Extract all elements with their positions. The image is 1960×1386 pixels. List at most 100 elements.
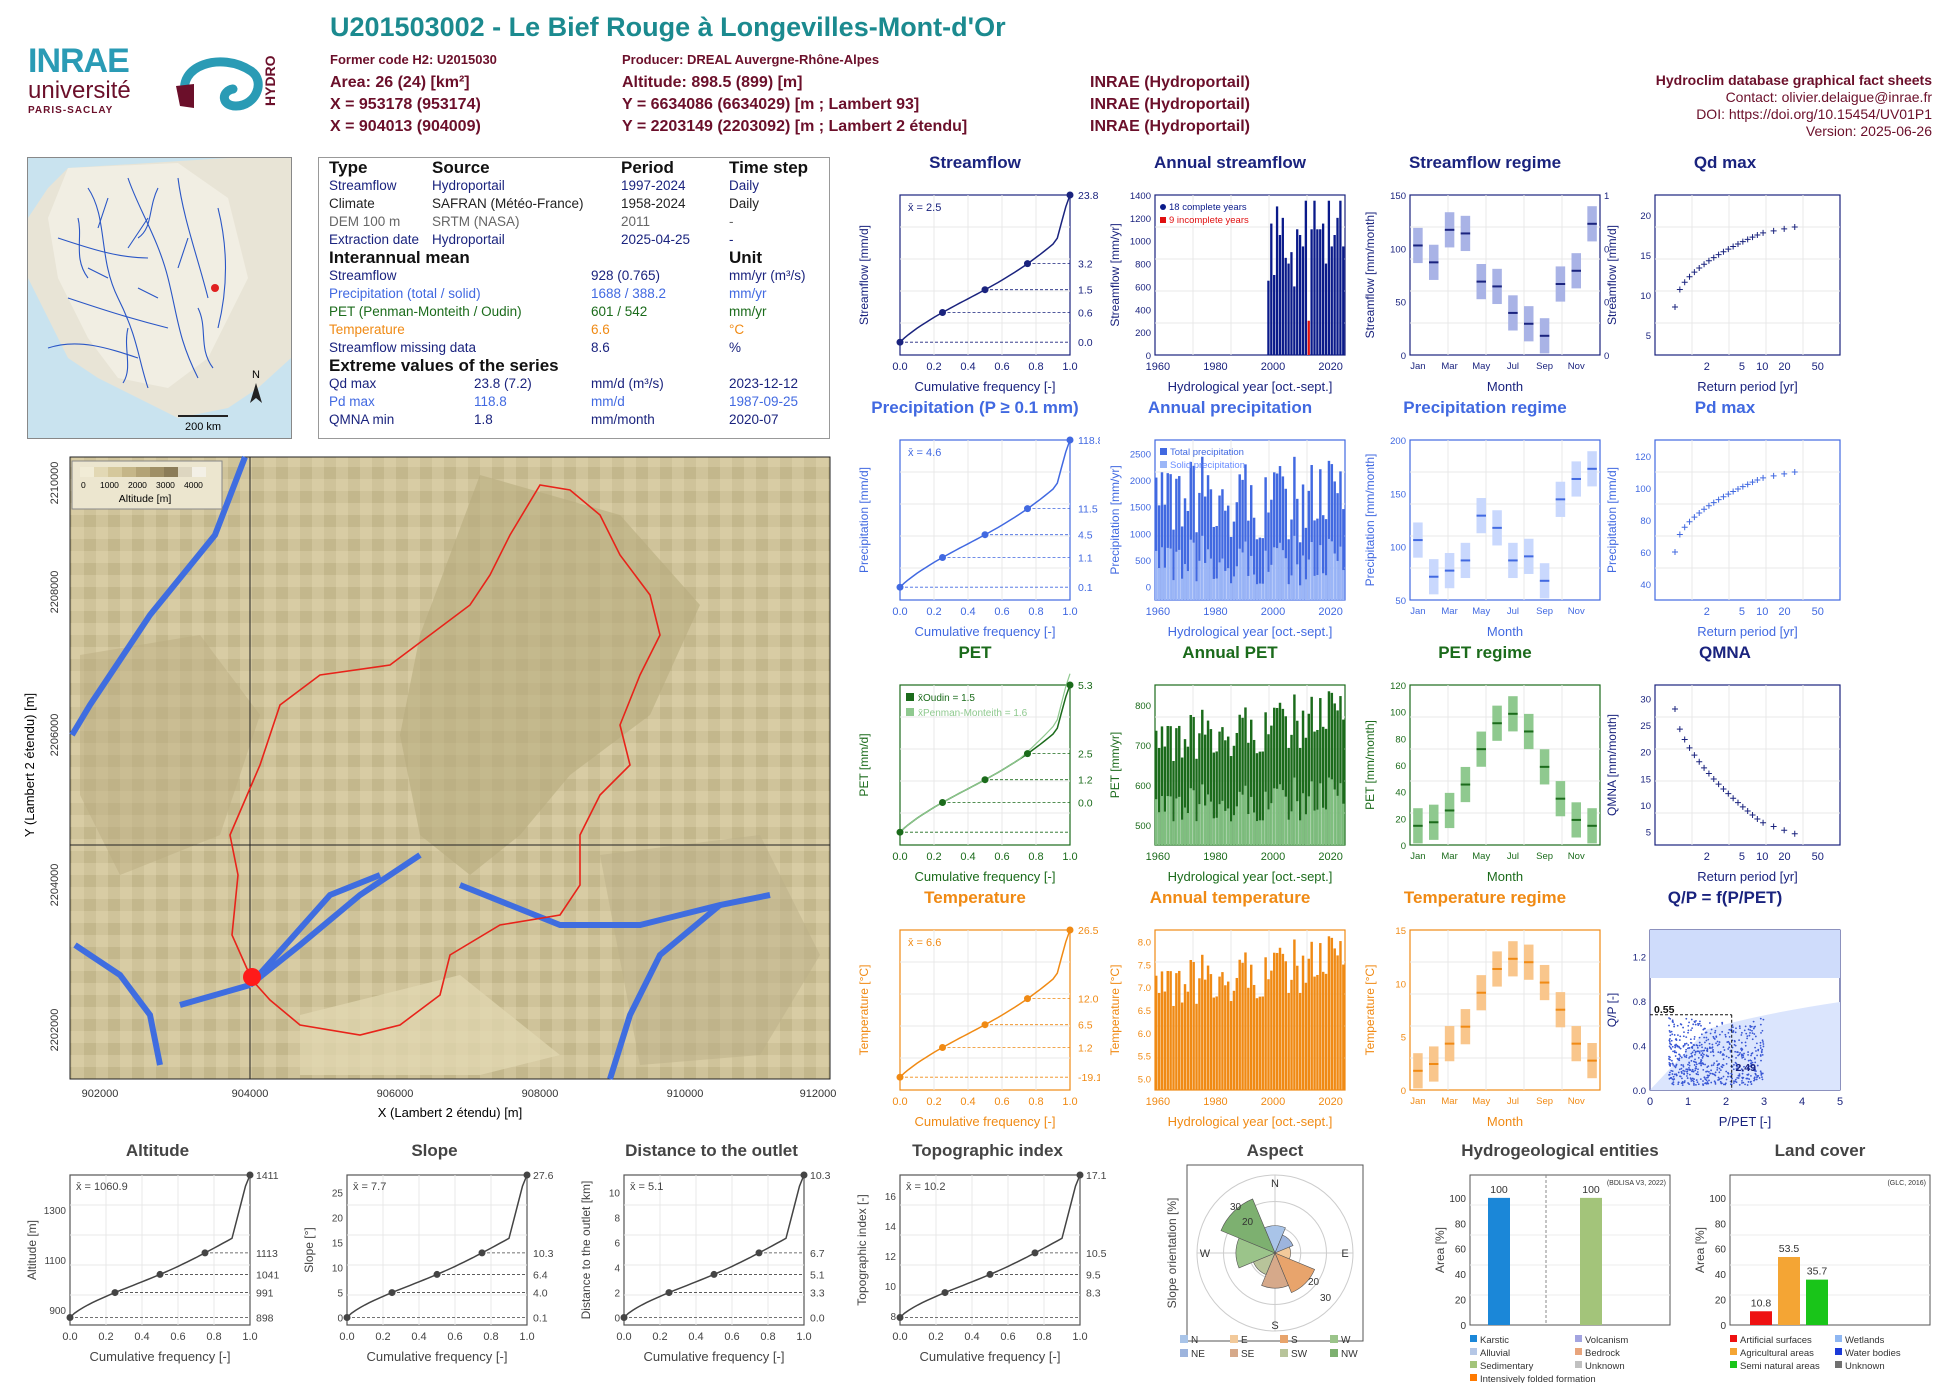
legend-swatch: [1280, 1349, 1288, 1357]
year-bar: [1284, 257, 1287, 355]
qp-point: [1685, 1048, 1688, 1051]
pd_max-point: [1691, 514, 1698, 521]
qp-point: [1698, 1041, 1701, 1044]
qp-point: [1705, 1039, 1708, 1042]
qp-point: [1708, 1047, 1711, 1050]
legend-label: SE: [1241, 1349, 1255, 1360]
legend-swatch: [1835, 1361, 1842, 1368]
unit-header: Unit: [729, 248, 763, 267]
legend-label: 9 incomplete years: [1169, 215, 1249, 226]
legend-tick: 2000: [128, 480, 147, 490]
year-bar: [1293, 286, 1296, 355]
qp-point: [1739, 1027, 1741, 1030]
x-tick: 2020: [1318, 606, 1342, 618]
x-tick: 0.0: [892, 851, 907, 863]
year-bar: [1261, 538, 1264, 600]
year-bar: [1333, 948, 1336, 1090]
qp-point: [1695, 1063, 1698, 1066]
x-tick: 0.2: [98, 1331, 113, 1343]
qp-point: [1753, 1078, 1756, 1081]
pet_regime-title: PET regime: [1438, 643, 1532, 662]
qd_max-point: [1754, 232, 1761, 239]
year-bar-inner: [1241, 552, 1244, 600]
qp-point: [1700, 1059, 1703, 1062]
qp-point: [1668, 1029, 1671, 1032]
qp-point: [1750, 1080, 1752, 1083]
y-axis-label: Area [%]: [1433, 1227, 1447, 1273]
year-bar-inner: [1155, 550, 1158, 600]
qp-point: [1748, 1034, 1751, 1037]
year-bar: [1195, 758, 1198, 845]
x-tick: 0.6: [1000, 1331, 1015, 1343]
qp-point: [1719, 1080, 1722, 1083]
qp-point: [1740, 1048, 1742, 1050]
y-tick: 8: [890, 1312, 896, 1323]
regime-box: [1429, 804, 1439, 840]
qp-point: [1675, 1038, 1678, 1040]
qp-point: [1700, 1033, 1703, 1036]
qp-point: [1714, 1083, 1717, 1085]
year-bar-inner: [1244, 541, 1247, 600]
mean-label: Streamflow missing data: [329, 340, 477, 355]
legend-label: Water bodies: [1845, 1348, 1901, 1359]
y-axis-label: Area [%]: [1693, 1227, 1707, 1273]
qp-point: [1717, 1079, 1719, 1081]
topo_cdf-quartile-point: [941, 1289, 949, 1297]
mean-label: x̄ = 1060.9: [76, 1181, 128, 1193]
pd_max-point: [1791, 469, 1798, 475]
qp-point: [1729, 1049, 1732, 1052]
qp-point: [1718, 1062, 1720, 1065]
year-bar: [1339, 696, 1342, 845]
qp-point: [1722, 1075, 1725, 1078]
qp-point: [1728, 1028, 1731, 1031]
qp-point: [1752, 1068, 1755, 1070]
qp-point: [1710, 1081, 1713, 1084]
regime-box: [1429, 559, 1439, 595]
x-tick: 2020: [1318, 361, 1342, 373]
qp-point: [1722, 1064, 1725, 1067]
qp-point: [1685, 1054, 1688, 1057]
qp-point: [1682, 1064, 1685, 1067]
qp-point: [1721, 1022, 1724, 1025]
qp-point: [1689, 1041, 1692, 1044]
x-tick: 0.8: [206, 1331, 221, 1343]
year-bar-inner: [1172, 821, 1175, 845]
qp-point: [1693, 1082, 1695, 1085]
x-tick: 1980: [1203, 851, 1227, 863]
year-bar-inner: [1232, 576, 1236, 600]
year-bar: [1258, 996, 1262, 1090]
qp-point: [1707, 1055, 1710, 1058]
qp-point: [1706, 1074, 1709, 1077]
qp-point: [1677, 1081, 1680, 1084]
year-bar: [1273, 952, 1276, 1090]
qp-point: [1691, 1045, 1694, 1048]
qp-point: [1749, 1065, 1751, 1068]
qp-point: [1741, 1053, 1743, 1056]
qp-point: [1668, 1074, 1670, 1076]
qp-point: [1717, 1063, 1720, 1066]
slope_cdf-quartile-point: [388, 1289, 396, 1297]
landcover-bar: [1806, 1279, 1828, 1325]
rose-wedge: [1264, 1225, 1286, 1254]
plot-frame: [1154, 439, 1346, 601]
slope_cdf-quartile-point: [478, 1249, 486, 1257]
altitude_cdf-quartile-point: [66, 1314, 74, 1321]
year-bar: [1255, 539, 1259, 600]
year-bar: [1157, 505, 1161, 600]
x-tick: 0.0: [339, 1331, 354, 1343]
qp-point: [1744, 1041, 1747, 1044]
qp-point: [1723, 1049, 1726, 1051]
year-bar: [1298, 747, 1302, 845]
year-bar-inner: [1218, 562, 1221, 600]
pd_max-point: [1696, 509, 1703, 516]
qp-point: [1678, 1059, 1681, 1061]
qp-point: [1675, 1074, 1678, 1077]
year-bar: [1201, 709, 1204, 845]
qp-point: [1683, 1055, 1686, 1058]
year-bar-inner: [1267, 571, 1270, 600]
year-bar-inner: [1301, 793, 1305, 845]
year-bar-inner: [1215, 578, 1218, 600]
qp-point: [1722, 1058, 1725, 1061]
year-bar-inner: [1298, 585, 1302, 600]
